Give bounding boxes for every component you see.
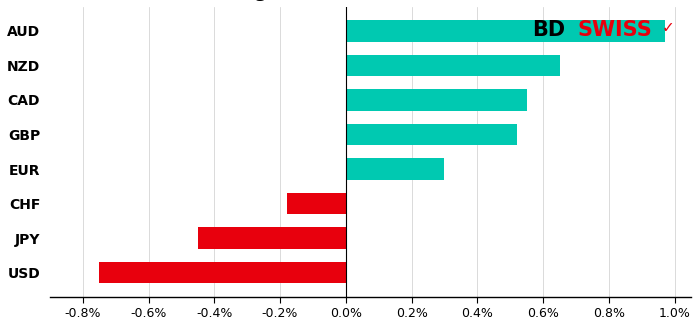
- Bar: [286, 193, 346, 214]
- Bar: [346, 158, 444, 180]
- Text: BD: BD: [532, 20, 565, 40]
- Bar: [346, 20, 665, 42]
- Bar: [346, 89, 526, 111]
- Text: ✓: ✓: [662, 20, 674, 35]
- Bar: [346, 55, 559, 76]
- Bar: [198, 228, 346, 249]
- Bar: [99, 262, 346, 284]
- Text: SWISS: SWISS: [578, 20, 652, 40]
- Bar: [346, 124, 517, 145]
- Text: Change over last 24 hrs: Change over last 24 hrs: [205, 0, 447, 1]
